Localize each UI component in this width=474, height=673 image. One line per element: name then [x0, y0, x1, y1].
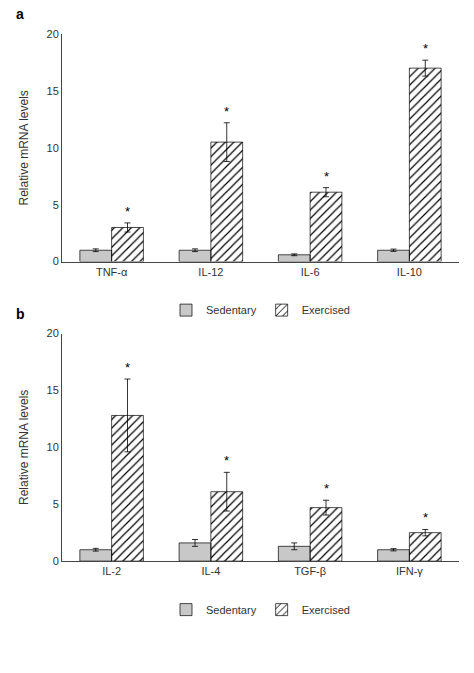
svg-text:20: 20 — [47, 28, 59, 40]
svg-text:IL-6: IL-6 — [301, 266, 320, 278]
svg-text:b: b — [16, 306, 25, 322]
svg-text:20: 20 — [47, 327, 59, 339]
svg-text:Exercised: Exercised — [302, 304, 350, 316]
svg-text:10: 10 — [47, 441, 59, 453]
svg-text:TNF-α: TNF-α — [96, 266, 128, 278]
svg-text:0: 0 — [53, 255, 59, 267]
svg-text:*: * — [125, 360, 130, 375]
svg-text:a: a — [16, 6, 24, 22]
svg-text:0: 0 — [53, 555, 59, 567]
svg-text:Sedentary: Sedentary — [206, 304, 257, 316]
svg-text:*: * — [224, 104, 229, 119]
svg-text:IL-12: IL-12 — [198, 266, 223, 278]
svg-text:*: * — [423, 41, 428, 56]
svg-text:Relative mRNA levels: Relative mRNA levels — [17, 390, 31, 505]
svg-text:Sedentary: Sedentary — [206, 604, 257, 616]
svg-text:TGF-β: TGF-β — [294, 565, 326, 577]
svg-text:15: 15 — [47, 85, 59, 97]
svg-text:Exercised: Exercised — [302, 604, 350, 616]
svg-text:5: 5 — [53, 199, 59, 211]
svg-text:15: 15 — [47, 384, 59, 396]
svg-text:5: 5 — [53, 498, 59, 510]
svg-text:*: * — [125, 204, 130, 219]
svg-text:IL-4: IL-4 — [201, 565, 220, 577]
svg-text:*: * — [324, 481, 329, 496]
svg-text:IL-2: IL-2 — [102, 565, 121, 577]
svg-text:IFN-γ: IFN-γ — [396, 565, 423, 577]
svg-text:*: * — [423, 510, 428, 525]
svg-text:Relative mRNA levels: Relative mRNA levels — [17, 90, 31, 205]
svg-text:IL-10: IL-10 — [397, 266, 422, 278]
svg-text:*: * — [324, 169, 329, 184]
svg-text:10: 10 — [47, 142, 59, 154]
svg-text:*: * — [224, 453, 229, 468]
